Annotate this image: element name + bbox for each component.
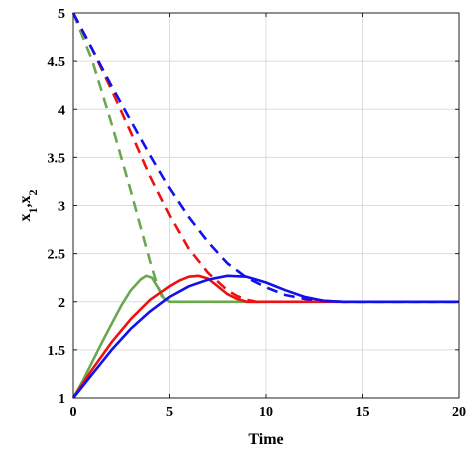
y-tick-label-6: 4 bbox=[58, 103, 65, 118]
y-tick-label-5: 3.5 bbox=[48, 151, 66, 166]
x-axis-label: Time bbox=[248, 431, 283, 448]
grid bbox=[72, 12, 460, 399]
x-tick-label-1: 5 bbox=[166, 405, 173, 420]
x-tick-labels: 0 5 10 15 20 bbox=[70, 405, 467, 420]
y-tick-label-0: 1 bbox=[58, 392, 65, 407]
x-tick-label-2: 10 bbox=[259, 405, 273, 420]
y-axis-label-separator: , bbox=[17, 204, 34, 208]
x-tick-label-4: 20 bbox=[452, 405, 466, 420]
series-line-0-solid bbox=[71, 274, 266, 399]
y-tick-label-2: 2 bbox=[58, 296, 65, 311]
x-tick-label-3: 15 bbox=[356, 405, 370, 420]
y-tick-label-8: 5 bbox=[58, 7, 65, 22]
y-axis-label-subscript-0: 1 bbox=[26, 208, 40, 214]
series-line-1-dashed bbox=[71, 12, 171, 303]
series-line-4-solid bbox=[71, 274, 459, 399]
y-axis-label-symbol-1: x bbox=[17, 196, 34, 204]
y-tick-label-7: 4.5 bbox=[48, 55, 66, 70]
y-axis-label-subscript-1: 2 bbox=[26, 190, 40, 196]
y-axis-label: x1,x2 bbox=[17, 190, 40, 222]
y-tick-label-1: 1.5 bbox=[48, 344, 66, 359]
series-line-5-dashed bbox=[71, 12, 459, 304]
x-tick-label-0: 0 bbox=[70, 405, 77, 420]
y-axis-label-text: x1,x2 bbox=[17, 190, 40, 222]
y-tick-label-4: 3 bbox=[58, 200, 65, 215]
series-line-2-solid bbox=[71, 274, 459, 399]
series-line-3-dashed bbox=[71, 12, 266, 304]
series-group bbox=[71, 12, 459, 399]
y-tick-labels: 1 1.5 2 2.5 3 3.5 4 4.5 5 bbox=[48, 7, 66, 407]
y-axis-label-symbol-0: x bbox=[17, 214, 34, 222]
y-tick-label-3: 2.5 bbox=[48, 248, 66, 263]
